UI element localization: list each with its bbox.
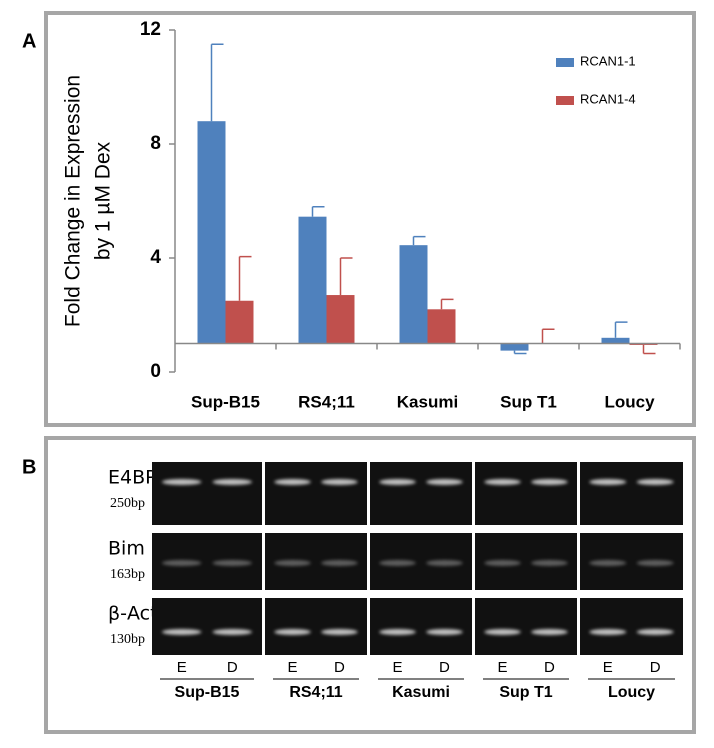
legend-label: RCAN1-1 (580, 53, 636, 68)
x-tick-label: RS4;11 (298, 392, 355, 411)
error-bar (210, 43, 224, 122)
error-bar (642, 344, 656, 355)
plot: 0 4 8 12 Sup-B15 RS4;11 Kasumi Sup T1 Loucy RCAN1… (140, 19, 681, 411)
gel-band (426, 560, 463, 566)
legend-swatch (556, 96, 574, 105)
y-label-line: Fold Change in Expression (62, 75, 85, 327)
group-label: Loucy (608, 684, 655, 701)
error-bar (614, 321, 628, 338)
bar (601, 337, 630, 344)
x-tick-label: Sup T1 (500, 392, 557, 411)
gel-band (636, 479, 674, 485)
lane-label: E (177, 659, 187, 676)
lane-label: D (439, 659, 450, 676)
y-tick-label: 4 (150, 247, 161, 268)
gel-band (484, 560, 521, 566)
gel-band (161, 479, 202, 485)
gel-lane-block (152, 462, 262, 525)
gel-band (321, 629, 358, 635)
error-bar (238, 255, 252, 301)
lane-label: D (334, 659, 345, 676)
gel-band (274, 629, 311, 635)
bar (399, 245, 428, 344)
lane-label: D (544, 659, 555, 676)
gel-lane-block (265, 598, 367, 655)
error-bar (513, 350, 527, 355)
panel-a-frame (44, 11, 696, 427)
y-axis-label: Fold Change in Expression by 1 µM Dex (62, 75, 115, 327)
gel-lane-block (475, 462, 577, 525)
gel-band (531, 479, 568, 485)
y-tick-label: 0 (150, 361, 161, 382)
gel-row-size: 250bp (110, 496, 145, 511)
error-bar (541, 328, 555, 344)
gel-band (531, 629, 568, 635)
gel-band (426, 629, 463, 635)
gel-band (589, 629, 627, 635)
group-label: RS4;11 (289, 684, 342, 701)
gel-band (379, 629, 416, 635)
lane-label: D (227, 659, 238, 676)
y-label-line: by 1 µM Dex (92, 141, 115, 260)
gel-band (379, 560, 416, 566)
x-tick-label: Kasumi (397, 392, 458, 411)
gel-band (379, 479, 416, 485)
gel-band (212, 629, 253, 635)
error-bar (339, 257, 353, 296)
lane-label: E (393, 659, 403, 676)
gel-band (274, 479, 311, 485)
gel-band (484, 479, 521, 485)
gel-band (161, 560, 202, 566)
legend-swatch (556, 58, 574, 67)
lane-label: E (288, 659, 298, 676)
lane-label: D (650, 659, 661, 676)
bar (225, 300, 254, 344)
x-tick-label: Sup-B15 (191, 392, 260, 411)
gel-band (274, 560, 311, 566)
gel-band (212, 479, 253, 485)
gel-band (212, 560, 253, 566)
gel-lane-block (370, 462, 472, 525)
gel-band (589, 479, 627, 485)
gel-band (321, 560, 358, 566)
gel-band (321, 479, 358, 485)
error-bar (440, 298, 454, 310)
y-tick-label: 12 (140, 19, 161, 40)
panel-label: A (22, 30, 36, 52)
gel-band (484, 629, 521, 635)
gel-lane-block (475, 598, 577, 655)
gel-lane-block (152, 598, 262, 655)
gel-lane-block (265, 462, 367, 525)
gel-band (589, 560, 627, 566)
bar (326, 295, 355, 344)
error-bar (311, 205, 325, 217)
lane-label: E (603, 659, 613, 676)
gel-row-size: 130bp (110, 632, 145, 647)
panel-label: B (22, 456, 36, 478)
error-bar (412, 235, 426, 246)
group-label: Kasumi (392, 684, 450, 701)
gel-band (636, 560, 674, 566)
bar (197, 121, 226, 344)
legend-label: RCAN1-4 (580, 91, 636, 106)
gel-band (161, 629, 202, 635)
gel-lane-block (580, 462, 683, 525)
bar (500, 343, 529, 351)
gel-band (426, 479, 463, 485)
gel-row-size: 163bp (110, 567, 145, 582)
gel-band (636, 629, 674, 635)
bar (298, 216, 327, 344)
x-tick-label: Loucy (604, 392, 655, 411)
gel-lane-block (370, 598, 472, 655)
lane-label: E (498, 659, 508, 676)
gel-row-label: Bim (108, 538, 145, 560)
group-label: Sup T1 (499, 684, 552, 701)
bar (427, 309, 456, 344)
gel-band (531, 560, 568, 566)
gel-lane-block (580, 598, 683, 655)
y-tick-label: 8 (150, 133, 161, 154)
group-label: Sup-B15 (175, 684, 240, 701)
